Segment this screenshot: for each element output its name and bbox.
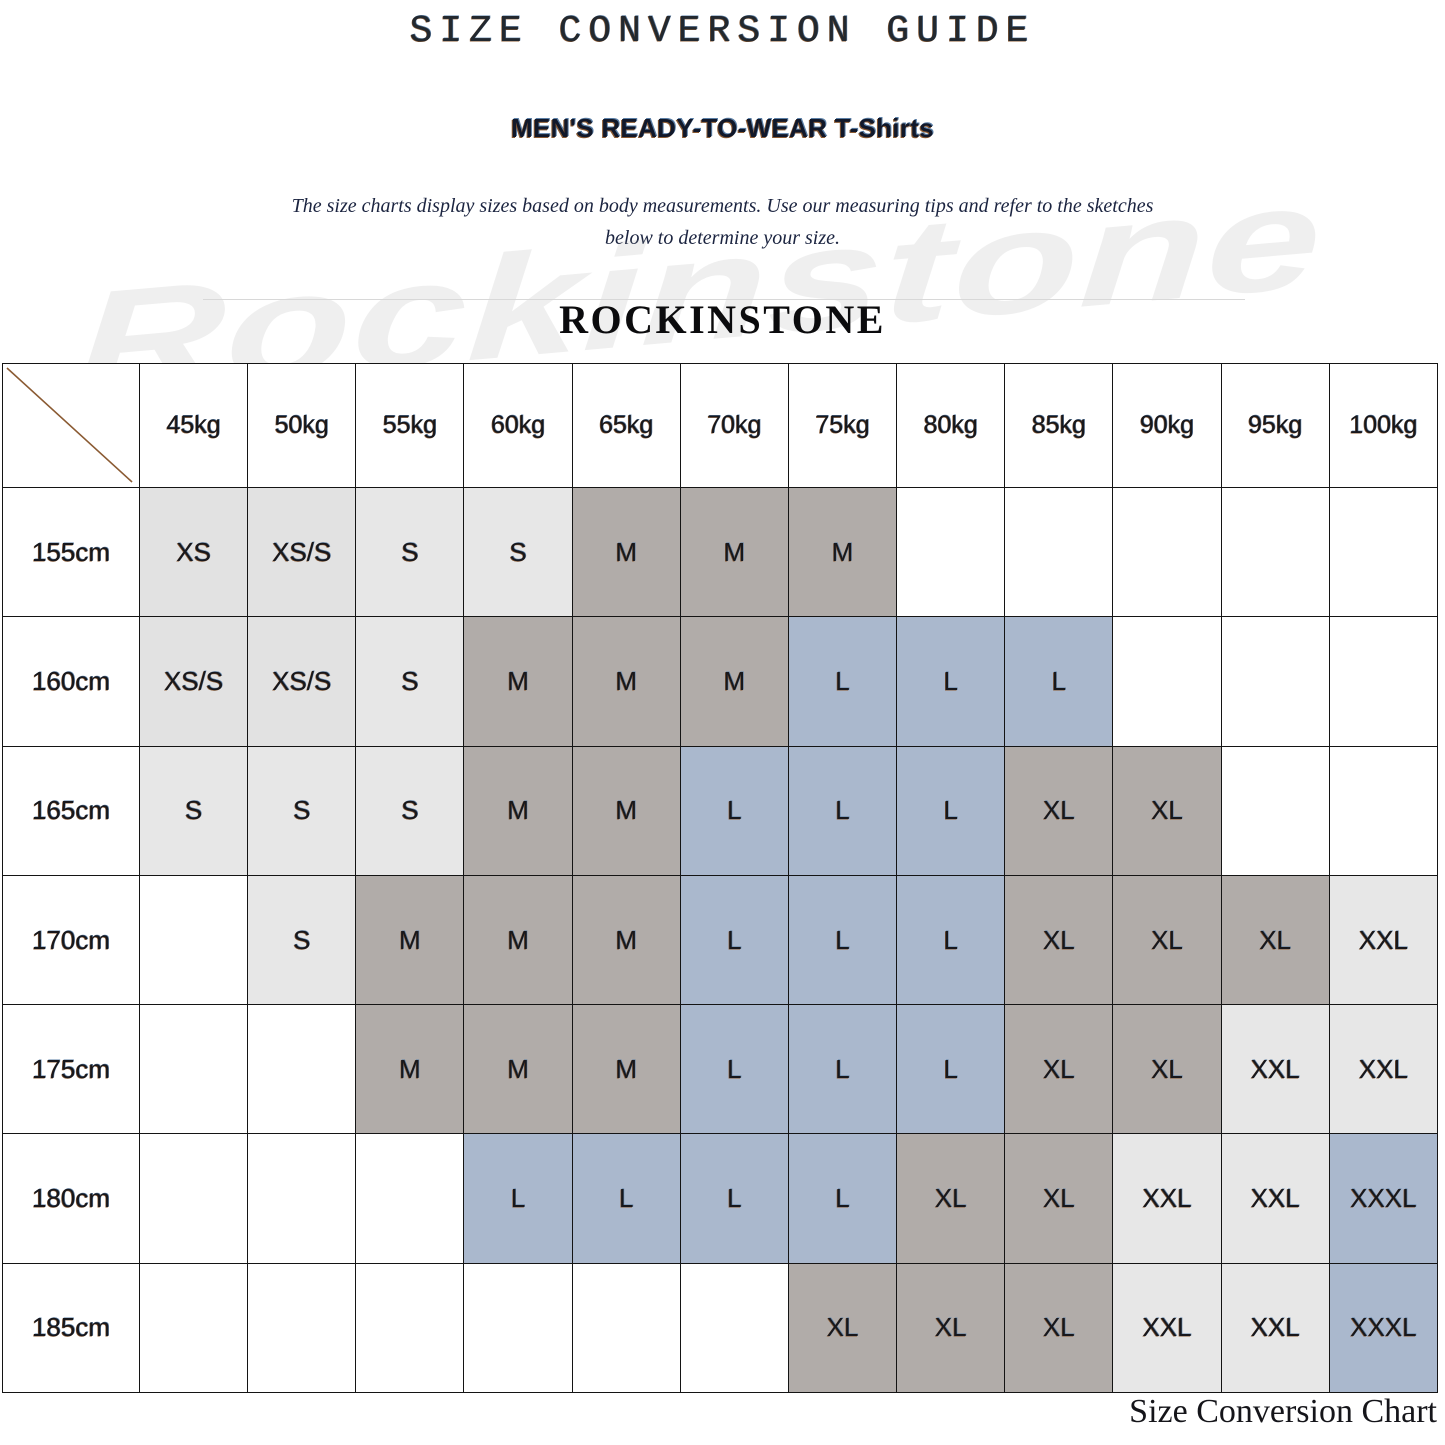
svg-text:Rockinstone: Rockinstone	[73, 153, 1327, 378]
